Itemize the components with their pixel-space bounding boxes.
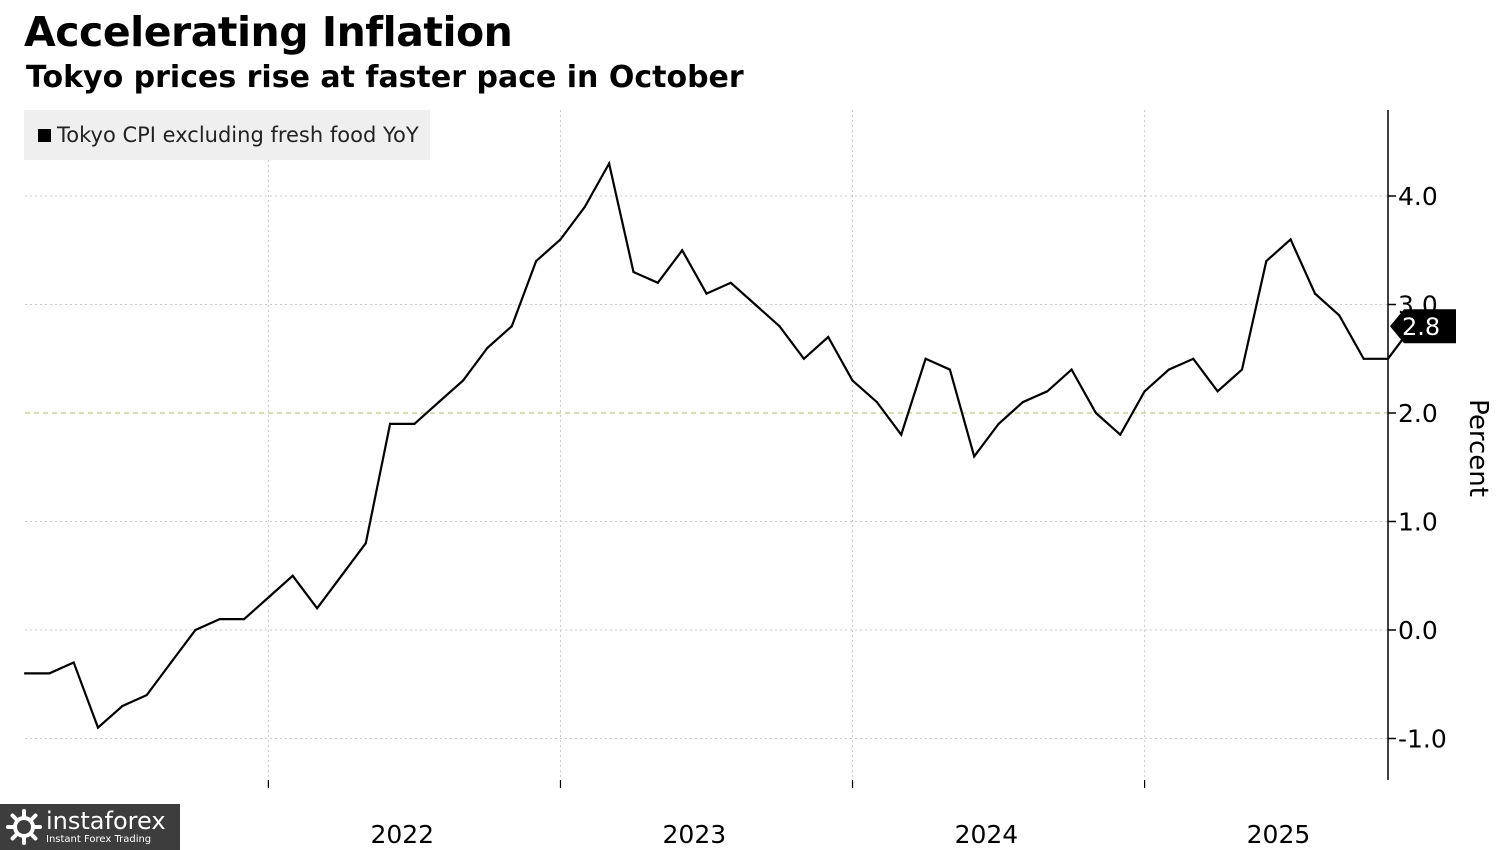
data-point [559,238,562,241]
data-point [218,618,221,621]
data-point [23,672,27,675]
data-point [267,596,270,599]
x-tick-label: 2025 [1247,820,1311,849]
data-point [1313,292,1317,295]
data-point [535,260,538,263]
series-group [23,160,1414,730]
data-point [340,574,343,577]
watermark-brand: instaforex [46,807,166,835]
y-ticks: -1.00.01.02.03.04.0 [1388,182,1447,754]
data-point [1046,390,1049,393]
data-point [1289,238,1292,241]
watermark: instaforex Instant Forex Trading [0,804,180,850]
data-point [948,368,951,371]
data-point [1216,390,1219,393]
data-point [1240,368,1244,371]
data-point [462,379,465,382]
y-axis-label: Percent [1463,399,1493,497]
data-point [729,281,732,284]
data-point [1265,260,1268,263]
data-point [1070,368,1073,371]
y-tick-label: 4.0 [1398,182,1438,211]
data-point [608,162,611,165]
legend-swatch [38,128,51,142]
data-point [1192,357,1195,360]
y-tick-label: 2.0 [1398,399,1438,428]
data-point [413,422,416,425]
legend-label: Tokyo CPI excluding fresh food YoY [57,123,419,147]
instaforex-logo-icon [6,809,42,845]
data-point [388,422,392,425]
horizontal-gridlines [25,195,1388,739]
x-tick-label: 2024 [955,820,1019,849]
data-point [1021,401,1025,404]
data-point [1094,411,1098,415]
data-point [364,542,367,545]
data-point [169,661,173,664]
data-point [315,607,319,610]
data-point [145,694,148,697]
data-point [1338,314,1341,317]
data-point [997,422,1000,425]
data-point [48,672,51,675]
data-point [875,401,878,404]
data-point [802,357,805,360]
legend: Tokyo CPI excluding fresh food YoY [24,110,430,160]
x-tick-label: 2023 [663,820,727,849]
last-value-label: 2.8 [1402,313,1440,341]
data-point [705,292,708,295]
data-point [924,357,927,360]
vertical-gridlines [267,110,1146,780]
data-point [72,661,75,664]
data-point [1167,368,1171,371]
data-point [96,726,100,729]
data-point [900,433,903,436]
last-value-badge: 2.8 [1390,309,1456,344]
data-point [1362,357,1365,360]
data-point [194,628,197,632]
x-ticks: 20222023202420252021 [78,780,1310,849]
watermark-tagline: Instant Forex Trading [46,834,152,845]
chart-subtitle: Tokyo prices rise at faster pace in Octo… [26,60,744,95]
data-point [656,281,659,284]
chart-title: Accelerating Inflation [24,8,513,56]
data-point [851,379,854,382]
data-point [121,704,124,708]
data-point [583,205,586,208]
y-tick-label: 1.0 [1398,508,1438,537]
y-tick-label: -1.0 [1398,725,1447,754]
data-point [510,325,513,328]
x-tick-label: 2022 [370,820,434,849]
data-point [486,346,489,349]
data-point [1119,433,1122,436]
data-point [632,270,635,274]
data-point [973,455,976,458]
series-line [25,160,1414,730]
data-point [242,618,246,621]
data-point [754,303,757,306]
last-value-badge-shape [1390,309,1456,344]
data-point [291,574,294,577]
data-point [778,325,781,328]
data-point [1143,390,1146,393]
y-tick-label: 0.0 [1398,616,1438,645]
data-point [437,401,440,404]
data-point [827,335,830,339]
data-point [681,249,684,252]
